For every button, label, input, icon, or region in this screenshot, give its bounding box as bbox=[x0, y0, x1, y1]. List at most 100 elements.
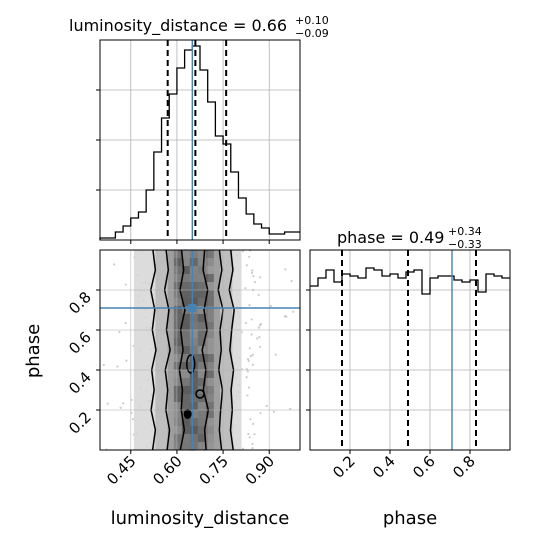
density-cell bbox=[173, 306, 182, 314]
density-cell bbox=[173, 370, 182, 378]
density-cell bbox=[173, 434, 182, 442]
density-cell bbox=[197, 370, 206, 378]
x-tick-label-3: 0.8 bbox=[449, 452, 479, 482]
scatter-point bbox=[251, 442, 254, 446]
scatter-point bbox=[249, 354, 253, 358]
density-cell bbox=[197, 426, 206, 434]
scatter-point bbox=[251, 353, 254, 356]
scatter-point bbox=[272, 410, 275, 413]
scatter-point bbox=[248, 255, 251, 258]
scatter-point bbox=[289, 407, 292, 411]
density-cell bbox=[197, 402, 206, 410]
density-cell bbox=[189, 290, 198, 298]
scatter-point bbox=[112, 263, 116, 266]
density-cell bbox=[189, 266, 198, 274]
contour-line-0 bbox=[150, 249, 157, 451]
density-cell bbox=[181, 322, 190, 330]
density-cell bbox=[181, 282, 190, 290]
density-cell bbox=[181, 442, 190, 450]
density-cell bbox=[205, 250, 214, 258]
density-cell bbox=[173, 442, 182, 450]
density-cell bbox=[173, 418, 182, 426]
density-cell bbox=[181, 346, 190, 354]
y-tick-label-0: 0.2 bbox=[65, 408, 95, 438]
scatter-point bbox=[292, 310, 295, 313]
density-cell bbox=[173, 386, 182, 394]
density-cell bbox=[197, 298, 206, 306]
density-cell bbox=[205, 442, 214, 450]
scatter-point bbox=[251, 269, 254, 272]
luminosity-distance-title-sup: +0.10 bbox=[295, 14, 329, 27]
density-cell bbox=[197, 434, 206, 442]
luminosity-distance-marginal-panel bbox=[96, 39, 301, 244]
density-cell bbox=[205, 362, 214, 370]
density-cell bbox=[205, 394, 214, 402]
scatter-point bbox=[246, 370, 249, 373]
scatter-point bbox=[106, 402, 109, 405]
scatter-point bbox=[250, 333, 253, 336]
scatter-point bbox=[274, 353, 277, 356]
scatter-point bbox=[258, 324, 262, 327]
density-cell bbox=[189, 370, 198, 378]
density-cell bbox=[181, 378, 190, 386]
density-cell bbox=[181, 274, 190, 282]
density-cell bbox=[181, 314, 190, 322]
scatter-point bbox=[249, 418, 252, 421]
density-cell bbox=[173, 330, 182, 338]
contour-line-3 bbox=[201, 249, 210, 451]
density-cell bbox=[181, 426, 190, 434]
density-cell bbox=[205, 298, 214, 306]
density-cell bbox=[173, 354, 182, 362]
scatter-point bbox=[248, 304, 251, 307]
density-cell bbox=[173, 314, 182, 322]
density-cell bbox=[189, 434, 198, 442]
density-cell bbox=[197, 410, 206, 418]
contour-line-2 bbox=[178, 249, 186, 451]
density-cell bbox=[189, 282, 198, 290]
density-cell bbox=[181, 338, 190, 346]
density-cell bbox=[173, 290, 182, 298]
phase-marginal-panel: 0.2 0.4 0.6 0.8 bbox=[306, 249, 511, 482]
density-cell bbox=[181, 386, 190, 394]
scatter-point bbox=[248, 347, 251, 350]
density-cell bbox=[205, 290, 214, 298]
scatter-point bbox=[252, 275, 255, 278]
density-cell bbox=[197, 290, 206, 298]
x-tick-label-2: 0.6 bbox=[409, 452, 439, 482]
density-cell bbox=[173, 250, 182, 258]
x-axis-label-luminosity-distance: luminosity_distance bbox=[111, 508, 290, 529]
density-cell bbox=[173, 402, 182, 410]
density-cell bbox=[189, 386, 198, 394]
density-cell bbox=[181, 402, 190, 410]
density-cell bbox=[189, 362, 198, 370]
density-cell bbox=[205, 370, 214, 378]
density-cell bbox=[205, 322, 214, 330]
density-cell bbox=[173, 426, 182, 434]
density-cell bbox=[197, 418, 206, 426]
scatter-point bbox=[124, 321, 127, 325]
density-cell bbox=[205, 434, 214, 442]
phase-marginal-frame bbox=[309, 249, 511, 451]
density-cell bbox=[189, 410, 198, 418]
contour-line-4 bbox=[217, 249, 224, 451]
scatter-point bbox=[246, 358, 250, 361]
density-cell bbox=[205, 354, 214, 362]
density-cell bbox=[197, 354, 206, 362]
y-tick-label-2: 0.6 bbox=[65, 328, 95, 358]
scatter-point bbox=[248, 436, 251, 439]
density-cell bbox=[197, 330, 206, 338]
density-cell bbox=[205, 346, 214, 354]
density-cell bbox=[181, 370, 190, 378]
density-cell bbox=[189, 322, 198, 330]
contour-blob bbox=[183, 409, 192, 419]
y-tick-label-1: 0.4 bbox=[65, 368, 95, 398]
x-axis-label-phase: phase bbox=[383, 508, 437, 529]
scatter-point bbox=[124, 283, 127, 286]
density-cell bbox=[189, 298, 198, 306]
phase-title-sub: −0.33 bbox=[448, 238, 482, 251]
density-cell bbox=[197, 338, 206, 346]
density-cell bbox=[205, 258, 214, 266]
scatter-point bbox=[259, 412, 262, 415]
scatter-point bbox=[253, 433, 256, 436]
